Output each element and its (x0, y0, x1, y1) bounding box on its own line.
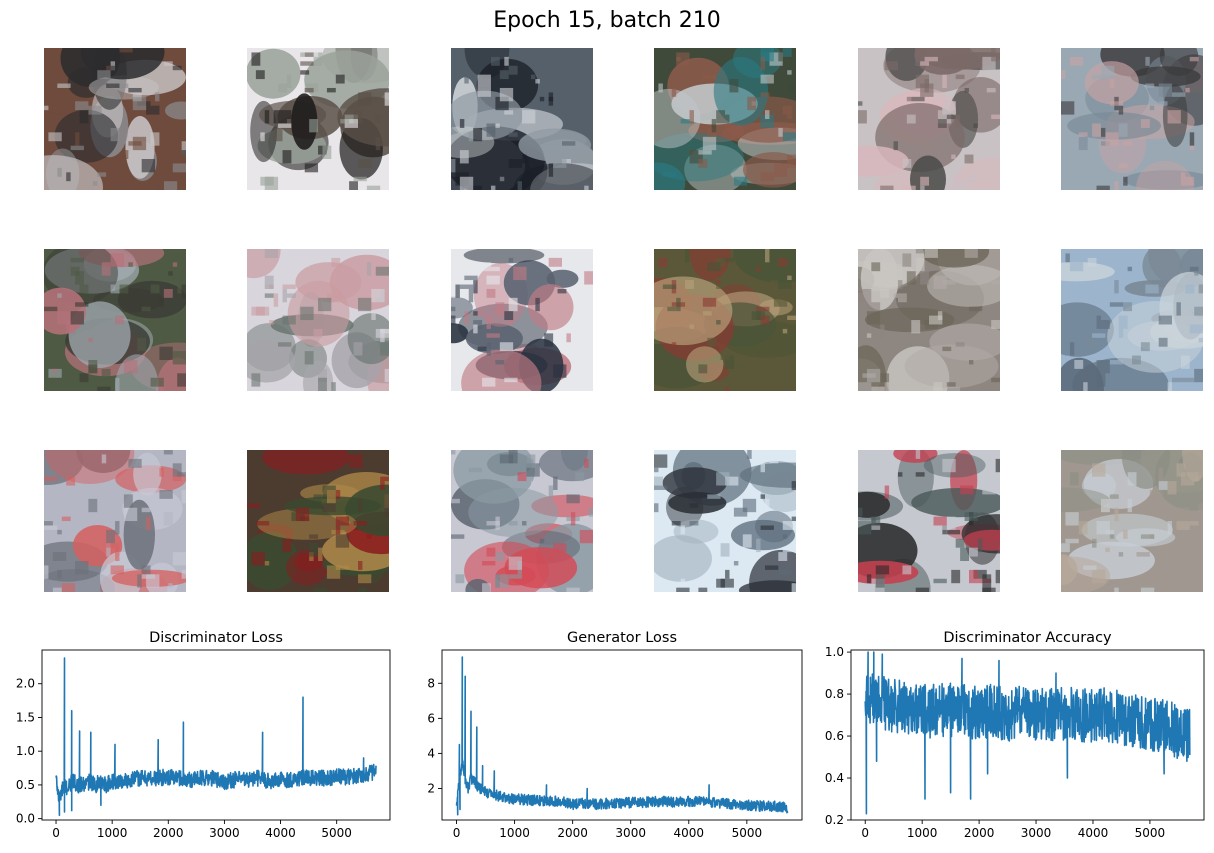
generated-sample-image (1061, 48, 1203, 190)
discriminator-accuracy-chart: Discriminator Accuracy 0 1000 2000 3000 4000 5… (825, 630, 1205, 840)
generated-sample-image (44, 249, 186, 391)
x-tick-label: 4000 (265, 826, 296, 840)
axes-frame (850, 649, 1205, 821)
x-tick-label: 4000 (1078, 826, 1109, 840)
generated-sample-image (858, 450, 1000, 592)
x-tick-label: 3000 (615, 826, 646, 840)
y-tick-label: 4 (427, 746, 435, 760)
y-tick-label: 0.4 (825, 771, 844, 785)
series-line (55, 657, 377, 817)
x-tick-label: 1000 (499, 826, 530, 840)
series-line (455, 656, 789, 816)
x-tick-label: 2000 (153, 826, 184, 840)
x-tick-label: 5000 (1135, 826, 1166, 840)
axes-frame (41, 649, 391, 821)
axes-frame (441, 649, 803, 821)
x-tick-label: 0 (453, 826, 461, 840)
generated-sample-image (44, 450, 186, 592)
x-tick-label: 3000 (1021, 826, 1052, 840)
y-tick-label: 2.0 (16, 677, 35, 691)
y-tick-label: 6 (427, 711, 435, 725)
y-tick-label: 0.5 (16, 778, 35, 792)
y-tick-label: 0.2 (825, 813, 844, 827)
x-tick-label: 4000 (674, 826, 705, 840)
y-tick-label: 0.8 (825, 687, 844, 701)
x-tick-label: 5000 (321, 826, 352, 840)
x-tick-label: 2000 (557, 826, 588, 840)
x-tick-label: 3000 (209, 826, 240, 840)
x-tick-label: 1000 (907, 826, 938, 840)
generated-sample-image (247, 249, 389, 391)
y-tick-label: 1.5 (16, 710, 35, 724)
y-tick-label: 0.0 (16, 812, 35, 826)
x-tick-label: 1000 (97, 826, 128, 840)
generated-sample-image (1061, 450, 1203, 592)
y-tick-label: 1.0 (825, 645, 844, 659)
chart-title: Generator Loss (567, 630, 677, 646)
x-tick-label: 0 (861, 826, 869, 840)
generated-sample-image (451, 249, 593, 391)
generated-sample-image (247, 48, 389, 190)
generated-sample-image (858, 48, 1000, 190)
chart-title: Discriminator Accuracy (943, 630, 1112, 646)
generated-sample-image (451, 450, 593, 592)
generator-loss-chart: Generator Loss 0 1000 2000 3000 4000 5000 2 4 6 8 (427, 630, 803, 840)
generated-sample-image (654, 249, 796, 391)
generated-sample-image (451, 48, 593, 190)
x-tick-label: 2000 (964, 826, 995, 840)
generated-sample-image (247, 450, 389, 592)
series-line (864, 651, 1191, 815)
x-tick-label: 0 (52, 826, 60, 840)
generated-sample-image (1061, 249, 1203, 391)
generated-sample-image (654, 48, 796, 190)
y-tick-label: 0.6 (825, 729, 844, 743)
figure-title: Epoch 15, batch 210 (493, 8, 721, 33)
x-tick-label: 5000 (732, 826, 763, 840)
generated-sample-image (44, 48, 186, 190)
y-tick-label: 1.0 (16, 744, 35, 758)
discriminator-loss-chart: Discriminator Loss 0 1000 2000 3000 4000 5000 0… (16, 630, 391, 840)
y-tick-label: 8 (427, 676, 435, 690)
generated-sample-image (858, 249, 1000, 391)
chart-title: Discriminator Loss (149, 630, 283, 646)
generated-sample-image (654, 450, 796, 592)
y-tick-label: 2 (427, 781, 435, 795)
